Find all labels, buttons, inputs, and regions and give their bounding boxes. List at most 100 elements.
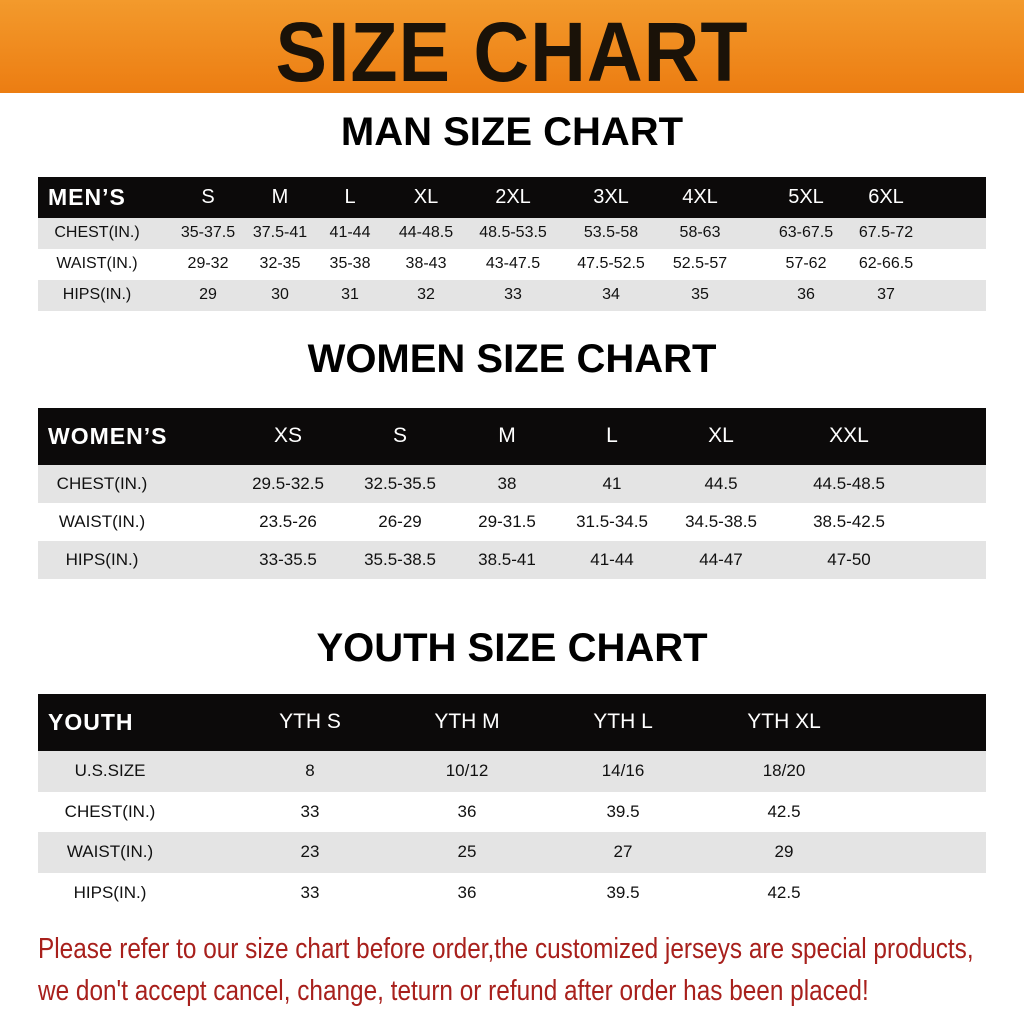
men-table-header: MEN’S S M L XL 2XL 3XL 4XL 5XL 6XL xyxy=(38,177,986,218)
table-cell: 14/16 xyxy=(601,761,645,781)
size-header: 6XL xyxy=(868,186,904,208)
women-section-title: WOMEN SIZE CHART xyxy=(307,337,717,381)
table-cell: 32 xyxy=(417,286,435,304)
size-header: YTH S xyxy=(279,710,341,734)
table-cell: 37 xyxy=(877,286,895,304)
size-chart-banner: SIZE CHART xyxy=(0,0,1024,99)
size-header: XL xyxy=(413,186,439,208)
table-row: U.S.SIZE 8 10/12 14/16 18/20 xyxy=(38,751,986,792)
row-label: HIPS(IN.) xyxy=(65,550,139,570)
table-row: HIPS(IN.) 29 30 31 32 33 34 35 36 37 xyxy=(38,280,986,311)
size-header: YTH XL xyxy=(747,710,821,734)
men-section-title: MAN SIZE CHART xyxy=(340,110,684,154)
notice-line-1: Please refer to our size chart before or… xyxy=(38,933,974,965)
table-row: WAIST(IN.) 23.5-26 26-29 29-31.5 31.5-34.5 34… xyxy=(38,503,986,541)
table-cell: 33 xyxy=(300,882,320,902)
women-header-label: WOMEN’S xyxy=(48,423,168,450)
table-cell: 8 xyxy=(305,761,315,781)
table-cell: 33 xyxy=(504,286,522,304)
table-cell: 38.5-42.5 xyxy=(813,512,885,532)
men-size-table: MEN’S S M L XL 2XL 3XL 4XL 5XL 6XL CHEST(IN.) 35-37… xyxy=(38,177,986,311)
table-cell: 44-47 xyxy=(699,550,743,570)
table-cell: 62-66.5 xyxy=(858,255,914,273)
youth-section-title: YOUTH SIZE CHART xyxy=(316,626,708,670)
table-cell: 63-67.5 xyxy=(778,224,834,242)
table-cell: 36 xyxy=(797,286,815,304)
table-cell: 35 xyxy=(691,286,709,304)
size-header: XS xyxy=(273,424,303,448)
table-cell: 26-29 xyxy=(378,512,422,532)
table-cell: 47-50 xyxy=(827,550,871,570)
table-cell: 38 xyxy=(497,474,517,494)
table-row: CHEST(IN.) 35-37.5 37.5-41 41-44 44-48.5 48.5… xyxy=(38,218,986,249)
table-cell: 57-62 xyxy=(785,255,827,273)
table-cell: 36 xyxy=(457,801,477,821)
women-table-header: WOMEN’S XS S M L XL XXL xyxy=(38,408,986,465)
size-header: L xyxy=(606,424,618,448)
table-cell: 34 xyxy=(602,286,620,304)
size-header: XXL xyxy=(829,424,869,448)
table-cell: 39.5 xyxy=(606,882,640,902)
size-header: 2XL xyxy=(495,186,531,208)
table-cell: 10/12 xyxy=(445,761,489,781)
table-cell: 35.5-38.5 xyxy=(364,550,436,570)
size-header: YTH L xyxy=(593,710,653,734)
notice-line-2: we don't accept cancel, change, teturn o… xyxy=(38,975,869,1007)
table-row: WAIST(IN.) 23 25 27 29 xyxy=(38,832,986,873)
page-title: SIZE CHART xyxy=(275,5,749,99)
table-cell: 23 xyxy=(300,842,320,862)
table-cell: 29-32 xyxy=(187,255,229,273)
row-label: WAIST(IN.) xyxy=(58,512,146,532)
table-row: HIPS(IN.) 33 36 39.5 42.5 xyxy=(38,873,986,914)
youth-table-header: YOUTH YTH S YTH M YTH L YTH XL xyxy=(38,694,986,751)
size-header: 4XL xyxy=(682,186,718,208)
table-row: CHEST(IN.) 29.5-32.5 32.5-35.5 38 41 44.5 44.5… xyxy=(38,465,986,503)
size-header: XL xyxy=(708,424,734,448)
table-cell: 67.5-72 xyxy=(858,224,914,242)
table-cell: 41 xyxy=(602,474,622,494)
table-cell: 29.5-32.5 xyxy=(252,474,324,494)
table-cell: 35-38 xyxy=(329,255,371,273)
size-header: S xyxy=(201,186,215,208)
table-cell: 47.5-52.5 xyxy=(577,255,645,273)
table-cell: 41-44 xyxy=(590,550,634,570)
row-label: CHEST(IN.) xyxy=(54,224,140,242)
table-cell: 42.5 xyxy=(767,882,801,902)
table-cell: 44-48.5 xyxy=(398,224,454,242)
table-cell: 43-47.5 xyxy=(485,255,541,273)
table-cell: 38.5-41 xyxy=(478,550,536,570)
size-header: L xyxy=(344,186,356,208)
table-cell: 30 xyxy=(271,286,289,304)
table-cell: 39.5 xyxy=(606,801,640,821)
table-cell: 52.5-57 xyxy=(672,255,728,273)
table-row: CHEST(IN.) 33 36 39.5 42.5 xyxy=(38,792,986,833)
table-cell: 33-35.5 xyxy=(259,550,317,570)
size-header: S xyxy=(392,424,408,448)
table-cell: 29 xyxy=(199,286,217,304)
women-size-table: WOMEN’S XS S M L XL XXL CHEST(IN.) 29.5-32.5 32.5… xyxy=(38,408,986,579)
table-row: HIPS(IN.) 33-35.5 35.5-38.5 38.5-41 41-44 44-… xyxy=(38,541,986,579)
size-header: M xyxy=(498,424,516,448)
row-label: HIPS(IN.) xyxy=(62,286,132,304)
row-label: WAIST(IN.) xyxy=(66,842,154,862)
table-cell: 23.5-26 xyxy=(259,512,317,532)
table-cell: 31 xyxy=(341,286,359,304)
table-cell: 31.5-34.5 xyxy=(576,512,648,532)
table-row: WAIST(IN.) 29-32 32-35 35-38 38-43 43-47.5 47.… xyxy=(38,249,986,280)
size-header: M xyxy=(271,186,289,208)
table-cell: 37.5-41 xyxy=(252,224,308,242)
youth-size-table: YOUTH YTH S YTH M YTH L YTH XL U.S.SIZE 8 10/12… xyxy=(38,694,986,913)
table-cell: 38-43 xyxy=(405,255,447,273)
table-cell: 58-63 xyxy=(679,224,721,242)
table-cell: 32.5-35.5 xyxy=(364,474,436,494)
table-cell: 42.5 xyxy=(767,801,801,821)
size-header: YTH M xyxy=(434,710,500,734)
table-cell: 44.5-48.5 xyxy=(813,474,885,494)
table-cell: 41-44 xyxy=(329,224,371,242)
table-cell: 18/20 xyxy=(762,761,806,781)
row-label: CHEST(IN.) xyxy=(64,801,156,821)
table-cell: 32-35 xyxy=(259,255,301,273)
size-header: 5XL xyxy=(788,186,824,208)
table-cell: 36 xyxy=(457,882,477,902)
table-cell: 25 xyxy=(457,842,477,862)
